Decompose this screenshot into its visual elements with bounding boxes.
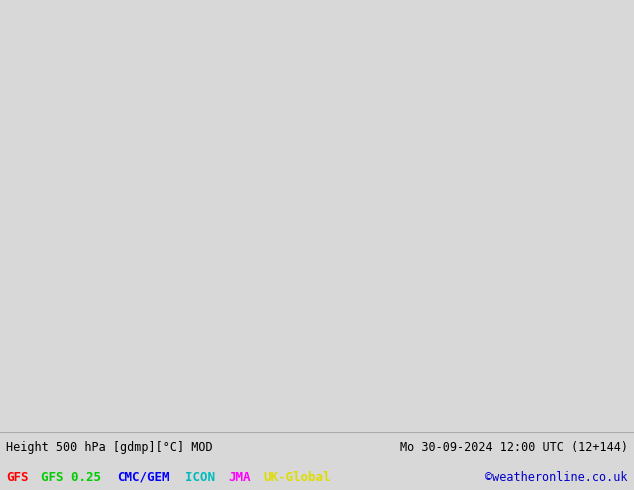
Text: Mo 30-09-2024 12:00 UTC (12+144): Mo 30-09-2024 12:00 UTC (12+144) xyxy=(399,441,628,454)
Text: ©weatheronline.co.uk: ©weatheronline.co.uk xyxy=(485,471,628,484)
Text: GFS: GFS xyxy=(6,471,29,484)
Text: UK-Global: UK-Global xyxy=(263,471,330,484)
Text: CMC/GEM: CMC/GEM xyxy=(117,471,170,484)
Text: GFS 0.25: GFS 0.25 xyxy=(41,471,101,484)
Text: Height 500 hPa [gdmp][°C] MOD: Height 500 hPa [gdmp][°C] MOD xyxy=(6,441,213,454)
Text: ICON: ICON xyxy=(185,471,215,484)
Text: JMA: JMA xyxy=(228,471,250,484)
